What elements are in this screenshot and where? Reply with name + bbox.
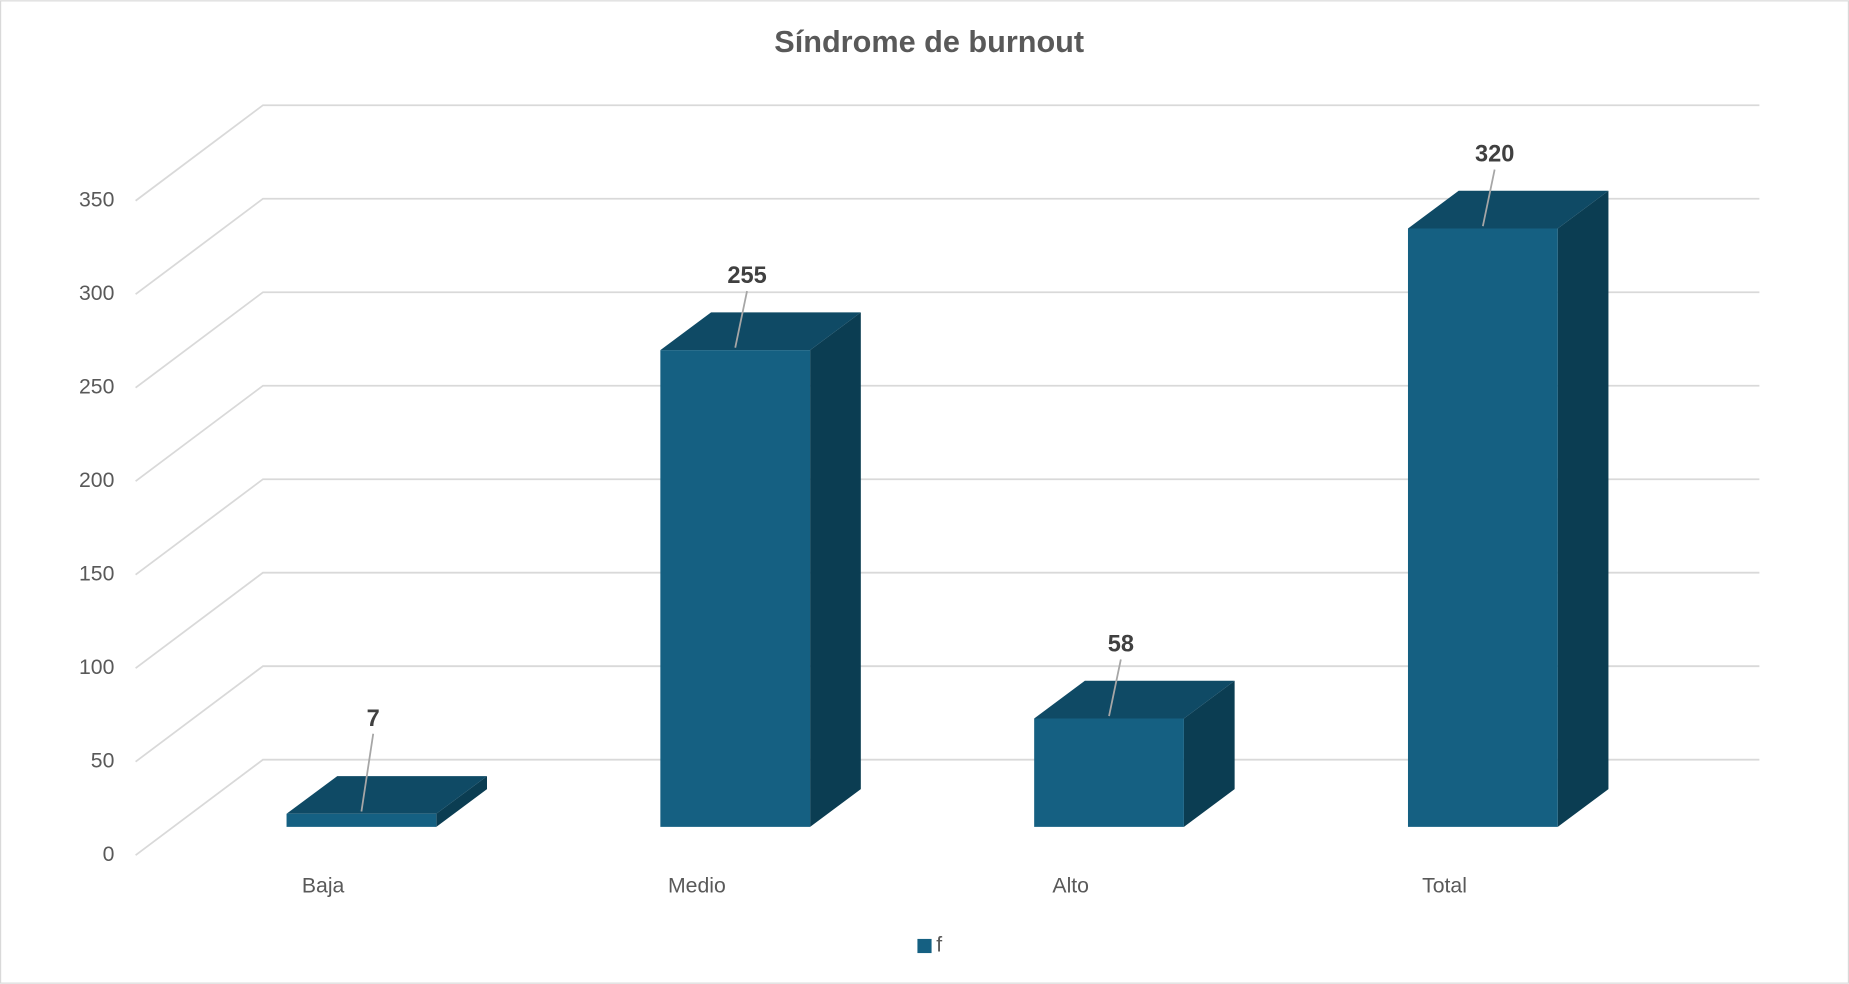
y-tick-label: 200 (79, 469, 114, 492)
bar-face (660, 312, 861, 351)
bar-face (1034, 718, 1184, 827)
bar-face (1557, 190, 1609, 827)
bar-face (1407, 190, 1609, 229)
x-tick-label: Baja (302, 875, 345, 898)
grid-line (135, 104, 1760, 202)
data-label: 58 (1108, 631, 1134, 657)
bar (1407, 190, 1609, 827)
y-tick-label: 100 (79, 656, 114, 679)
y-tick-label: 350 (79, 188, 114, 211)
bar-face (1183, 680, 1235, 827)
bar-face (1034, 680, 1235, 719)
grid-line (135, 571, 1760, 669)
y-tick-label: 0 (103, 843, 115, 866)
chart-title: Síndrome de burnout (774, 25, 1084, 59)
bar (660, 312, 861, 827)
data-label: 255 (727, 262, 766, 288)
grid-line (135, 758, 1760, 856)
y-tick-label: 300 (79, 282, 114, 305)
grid-line (135, 291, 1760, 389)
grid-line (135, 478, 1760, 576)
bar-face (1407, 228, 1558, 827)
leader-line (360, 733, 375, 812)
leader-line (1481, 169, 1496, 227)
x-tick-label: Alto (1052, 875, 1089, 898)
y-tick-label: 250 (79, 375, 114, 398)
y-tick-label: 50 (91, 749, 115, 772)
legend-swatch (917, 938, 932, 954)
bar-face (286, 813, 437, 827)
data-label: 7 (367, 705, 380, 731)
bar-face (660, 350, 811, 827)
y-tick-label: 150 (79, 562, 114, 585)
bar-face (436, 776, 488, 827)
leader-line (734, 290, 748, 348)
bar-face (810, 312, 861, 827)
legend-label: f (936, 934, 942, 957)
grid-line (135, 384, 1760, 482)
leader-line (1108, 659, 1122, 717)
bar-face (286, 776, 488, 814)
grid-line (135, 197, 1760, 295)
bar (1034, 680, 1235, 827)
x-tick-label: Medio (668, 875, 726, 898)
data-label: 320 (1475, 141, 1514, 167)
grid-line (135, 665, 1760, 763)
bar (286, 776, 488, 827)
x-tick-label: Total (1422, 875, 1467, 898)
